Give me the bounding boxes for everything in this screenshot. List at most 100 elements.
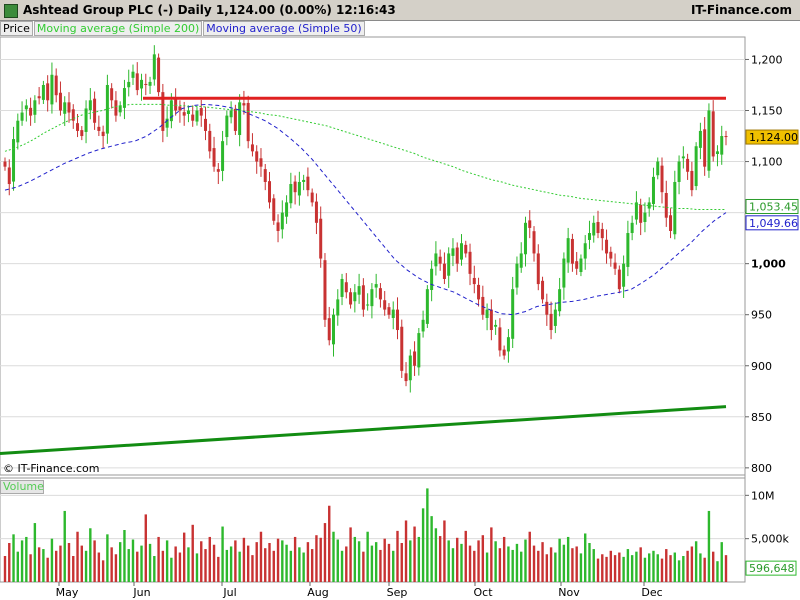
volume-bar [473,550,476,582]
candle-body [434,253,438,267]
candle-body [140,79,144,89]
candle-body [430,268,434,290]
candle-body [238,102,242,136]
volume-bar [498,548,502,582]
price-tick-label: 900 [751,360,772,373]
volume-bar [174,546,177,582]
candle-body [378,288,382,300]
volume-bar [234,540,237,582]
volume-bar [447,540,450,582]
candle-body [272,198,276,221]
volume-bar [494,541,497,582]
volume-bar [592,549,595,582]
legend-ma200[interactable]: Moving average (Simple 200) [33,21,203,36]
volume-bar [520,551,523,582]
candle-body [259,158,263,167]
volume-bar [264,548,267,582]
volume-bar [302,552,305,582]
last-volume-label: 596,648 [749,562,795,575]
volume-bar [618,552,621,582]
candle-body [208,130,212,152]
month-label: Dec [641,586,662,599]
volume-bar [54,550,58,582]
volume-bar [191,524,194,582]
volume-bar [136,551,139,582]
copyright: © IT-Finance.com [3,462,100,475]
volume-bar [724,555,728,582]
candle-body [118,105,122,113]
candle-body [502,349,506,356]
chart-title: Ashtead Group PLC (-) Daily 1,124.00 (0.… [23,3,396,17]
candle-body [562,258,566,288]
candle-body [88,100,92,111]
volume-bar [12,534,15,582]
month-label: Aug [307,586,328,599]
candle-body [327,318,331,341]
candle-body [400,326,404,371]
candle-body [101,131,105,137]
volume-bar [208,536,211,582]
candle-body [387,307,391,315]
candle-body [289,184,293,204]
volume-bar [404,520,408,582]
volume-bar [349,527,352,582]
volume-bar [596,558,600,582]
candle-body [587,233,591,240]
volume-bar [131,539,135,582]
candle-body [161,92,165,131]
candle-body [532,231,536,254]
candle-body [528,220,532,228]
candle-body [664,193,668,218]
legend-ma50[interactable]: Moving average (Simple 50) [203,21,365,36]
candle-body [698,130,702,148]
candle-body [314,201,318,223]
candle-body [511,289,515,339]
volume-bar [677,560,681,582]
candle-body [707,110,711,171]
volume-bar [25,536,28,582]
volume-bar [524,539,527,582]
candle-body [613,262,617,269]
candle-body [366,304,370,306]
price-tick-label: 850 [751,411,772,424]
volume-bar [106,534,109,582]
candle-body [523,222,527,255]
volume-bar [426,488,429,582]
volume-bar [319,537,322,582]
candle-body [29,107,33,116]
volume-bar [246,545,250,582]
candle-body [344,282,348,293]
candle-body [647,202,651,209]
candle-body [186,110,190,114]
price-tick-label: 1,100 [751,156,783,169]
volume-bar [430,516,433,582]
legend-price[interactable]: Price [0,21,33,36]
month-label: Jun [132,586,150,599]
candle-body [233,108,237,131]
candle-body [468,251,472,274]
volume-bar [59,545,62,582]
volume-bar [118,542,122,582]
volume-bar [400,543,403,582]
last-price-label-bg [745,129,799,145]
candle-body [506,337,510,352]
candle-body [357,286,361,295]
candle-body [634,202,638,220]
volume-bar [383,538,386,582]
volume-bar [558,538,561,582]
candle-body [169,100,173,122]
candle-body [157,57,161,93]
candle-body [54,75,58,96]
volume-bar [643,557,647,582]
volume-bar [281,540,284,582]
last-volume-bg [745,560,797,576]
price-grid [0,36,746,583]
candle-body [605,239,609,254]
candles [3,45,728,393]
candle-body [144,83,148,85]
candle-body [370,289,374,307]
candle-body [711,111,715,157]
volume-bar [630,555,634,582]
candle-body [720,136,724,155]
candle-body [477,284,481,300]
